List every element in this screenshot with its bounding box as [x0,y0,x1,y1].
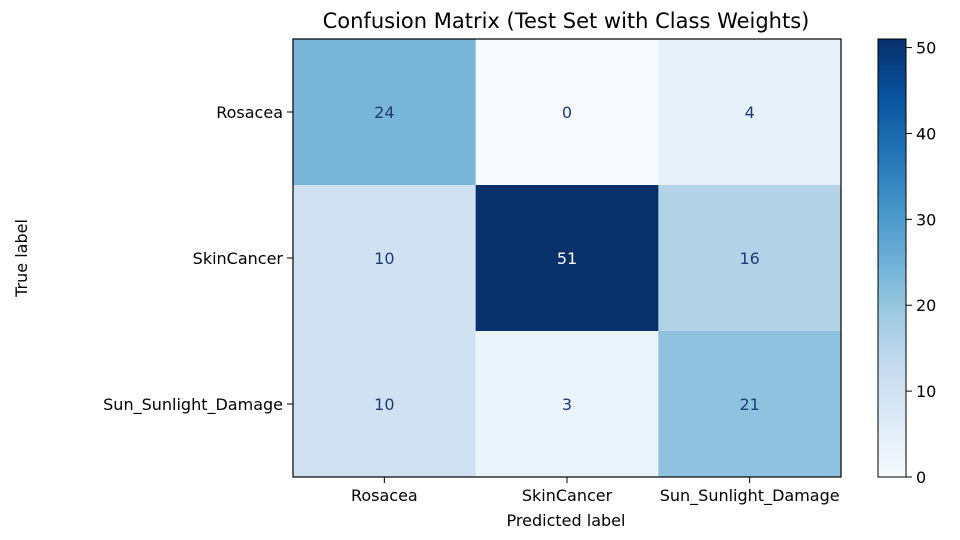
colorbar-gradient-bar [877,38,907,478]
colorbar-tick-label: 20 [916,296,936,315]
heatmap-cell [658,185,842,332]
colorbar-tick-label: 50 [916,39,936,58]
y-tick-label: SkinCancer [193,249,284,268]
y-tick-label: Sun_Sunlight_Damage [103,395,283,415]
cell-value-label: 16 [739,249,759,268]
y-axis-label: True label [12,219,31,298]
heatmap-cell [475,39,659,186]
x-axis-label: Predicted label [507,511,626,530]
colorbar-tick-label: 10 [916,382,936,401]
heatmap-cell [658,331,842,478]
colorbar: 0 10 20 30 40 50 [877,38,936,487]
cell-value-label: 10 [374,249,394,268]
heatmap-cell [658,39,842,186]
y-axis-ticks: Rosacea SkinCancer Sun_Sunlight_Damage [103,103,293,415]
colorbar-tick-label: 0 [916,468,926,487]
colorbar-tick-label: 30 [916,210,936,229]
colorbar-tick-label: 40 [916,124,936,143]
cell-value-label: 3 [562,395,572,414]
heatmap-cell [475,331,659,478]
x-tick-label: SkinCancer [522,486,613,505]
y-tick-label: Rosacea [216,103,283,122]
cell-value-label: 21 [739,395,759,414]
cell-value-label: 24 [374,103,394,122]
heatmap-cell [475,185,659,332]
cell-value-label: 0 [562,103,572,122]
heatmap-cell [293,185,477,332]
x-tick-label: Sun_Sunlight_Damage [660,486,840,506]
cell-value-label: 10 [374,395,394,414]
x-tick-label: Rosacea [351,486,418,505]
x-axis-ticks: Rosacea SkinCancer Sun_Sunlight_Damage [351,477,840,506]
heatmap-cell [293,39,477,186]
cell-value-label: 51 [557,249,577,268]
chart-title: Confusion Matrix (Test Set with Class We… [323,9,810,33]
heatmap-cells: 24 0 4 10 51 16 10 3 21 [293,39,842,478]
cell-value-label: 4 [745,103,755,122]
heatmap-cell [293,331,477,478]
